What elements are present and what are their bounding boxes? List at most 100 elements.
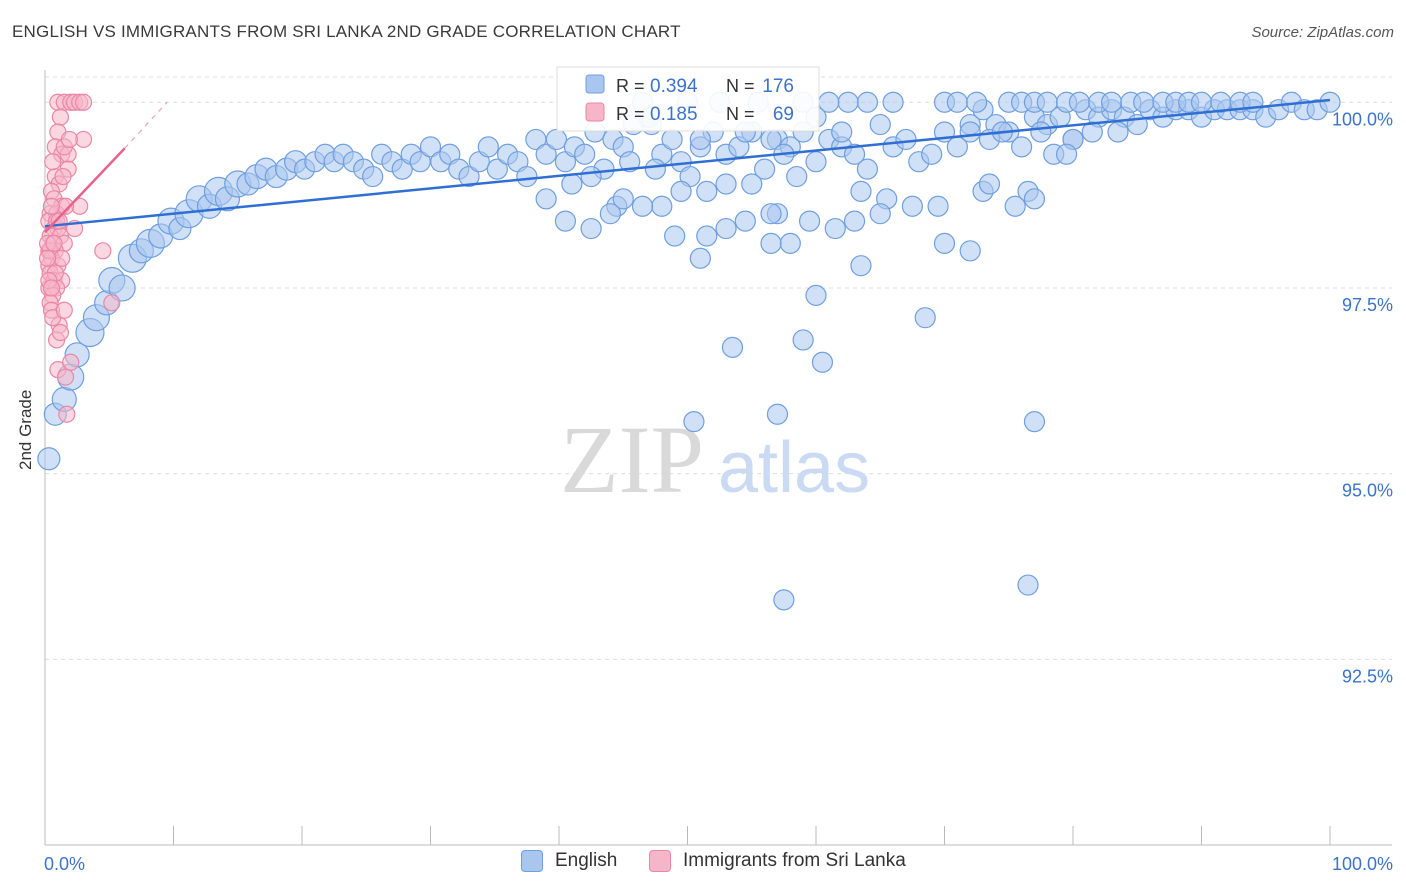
english-point bbox=[895, 128, 917, 151]
english-point bbox=[760, 203, 782, 225]
n-value-sri-lanka: 69 bbox=[773, 104, 794, 125]
sri-lanka-point bbox=[74, 93, 93, 111]
english-point bbox=[486, 158, 508, 180]
sri-lanka-point bbox=[45, 234, 63, 252]
sri-lanka-point bbox=[58, 405, 76, 423]
english-point bbox=[1017, 574, 1039, 596]
sri-lanka-point bbox=[55, 301, 73, 319]
bottom-legend: English Immigrants from Sri Lanka bbox=[0, 850, 1406, 880]
sri-lanka-point bbox=[44, 153, 62, 171]
sri-lanka-point bbox=[42, 197, 61, 215]
english-point bbox=[921, 143, 943, 165]
english-point bbox=[670, 180, 692, 203]
stats-legend: R = 0.394 N = 176 R = 0.185 N = 69 bbox=[556, 66, 820, 132]
english-point bbox=[535, 143, 557, 165]
english-point bbox=[1133, 91, 1155, 113]
legend-swatch-sri-lanka bbox=[649, 850, 671, 872]
x-tick-label-max: 100.0% bbox=[1332, 854, 1393, 874]
english-point bbox=[458, 165, 480, 188]
english-point bbox=[619, 151, 641, 173]
sri-lanka-points bbox=[38, 93, 121, 423]
english-point bbox=[959, 240, 981, 262]
sri-lanka-point bbox=[62, 353, 80, 371]
english-point bbox=[580, 217, 602, 240]
english-point bbox=[978, 173, 1001, 195]
english-point bbox=[37, 447, 61, 471]
english-point bbox=[773, 589, 795, 611]
english-point bbox=[689, 128, 711, 151]
english-point bbox=[721, 336, 744, 358]
english-trend-line bbox=[44, 98, 1331, 228]
english-point bbox=[1100, 91, 1123, 113]
english-point bbox=[946, 91, 968, 113]
english-point bbox=[766, 403, 789, 425]
y-tick-label: 95.0% bbox=[1342, 481, 1393, 501]
chart-title: ENGLISH VS IMMIGRANTS FROM SRI LANKA 2ND… bbox=[12, 22, 681, 41]
english-point bbox=[760, 232, 782, 254]
sri-lanka-point bbox=[51, 323, 70, 342]
english-point bbox=[966, 91, 988, 113]
watermark-atlas: atlas bbox=[718, 428, 870, 508]
english-point bbox=[477, 136, 499, 158]
english-point bbox=[927, 195, 949, 217]
english-point bbox=[837, 91, 859, 113]
english-point bbox=[683, 411, 705, 433]
stats-swatch-english bbox=[585, 74, 605, 94]
legend-item-sri-lanka[interactable]: Immigrants from Sri Lanka bbox=[649, 850, 906, 872]
english-point bbox=[545, 128, 568, 151]
r-label-sri-lanka: R = bbox=[616, 104, 645, 124]
english-point bbox=[580, 165, 602, 188]
english-point bbox=[779, 232, 801, 254]
english-point bbox=[959, 121, 981, 143]
sri-lanka-trend-extension bbox=[124, 101, 168, 149]
english-point bbox=[535, 188, 557, 210]
english-point bbox=[516, 165, 538, 188]
n-label-sri-lanka: N = bbox=[726, 104, 755, 124]
english-point bbox=[824, 217, 846, 240]
english-point bbox=[362, 165, 384, 188]
sri-lanka-point bbox=[103, 294, 121, 312]
english-point bbox=[856, 91, 879, 113]
r-label-english: R = bbox=[616, 76, 645, 96]
r-value-english: 0.394 bbox=[650, 76, 698, 97]
english-point bbox=[599, 203, 622, 225]
english-point bbox=[554, 210, 577, 232]
english-point bbox=[741, 173, 763, 195]
english-point bbox=[696, 180, 718, 203]
sri-lanka-trend-line bbox=[44, 147, 126, 234]
english-point bbox=[689, 247, 711, 269]
legend-label-english: English bbox=[555, 850, 618, 871]
english-point bbox=[1036, 91, 1058, 113]
english-point bbox=[869, 203, 891, 225]
stats-swatch-sri-lanka bbox=[585, 102, 605, 122]
english-point bbox=[869, 113, 891, 136]
english-point bbox=[612, 188, 634, 210]
watermark-zip: ZIP bbox=[560, 406, 704, 513]
tick-labels: 100.0% 97.5% 95.0% 92.5% 0.0% 100.0% bbox=[44, 109, 1393, 874]
sri-lanka-point bbox=[38, 249, 57, 267]
legend-swatch-english bbox=[521, 850, 543, 872]
english-point bbox=[696, 225, 718, 247]
watermark: ZIP atlas bbox=[560, 406, 870, 513]
n-value-english: 176 bbox=[762, 76, 794, 97]
english-point bbox=[805, 151, 827, 173]
english-point bbox=[734, 210, 756, 232]
english-point bbox=[843, 143, 866, 165]
english-point bbox=[1055, 143, 1078, 165]
english-point bbox=[850, 255, 872, 277]
english-point bbox=[715, 217, 737, 240]
english-point bbox=[811, 351, 834, 373]
english-point bbox=[1190, 91, 1213, 113]
sri-lanka-point bbox=[54, 167, 72, 186]
english-point bbox=[651, 195, 673, 217]
english-point bbox=[644, 158, 666, 180]
english-point bbox=[753, 158, 776, 180]
english-point bbox=[805, 284, 827, 306]
legend-item-english[interactable]: English bbox=[521, 850, 617, 872]
y-tick-label: 92.5% bbox=[1342, 666, 1393, 686]
source-credit: Source: ZipAtlas.com bbox=[1251, 24, 1394, 41]
y-tick-label: 100.0% bbox=[1332, 109, 1393, 129]
english-point bbox=[1030, 121, 1052, 143]
english-point bbox=[108, 274, 136, 302]
